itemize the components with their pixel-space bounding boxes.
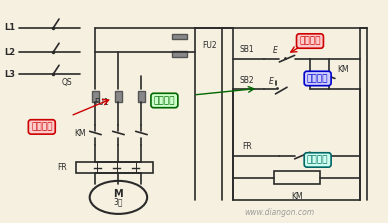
Bar xyxy=(138,91,145,102)
Text: E: E xyxy=(269,77,274,86)
Text: SB2: SB2 xyxy=(239,76,254,85)
Text: L3: L3 xyxy=(4,70,15,78)
Text: FR: FR xyxy=(57,163,67,172)
Text: L2: L2 xyxy=(4,47,15,57)
Text: FU1: FU1 xyxy=(94,98,109,107)
Text: 停止按钮: 停止按钮 xyxy=(299,37,321,45)
Text: FU2: FU2 xyxy=(203,41,217,50)
Text: L1: L1 xyxy=(4,23,15,32)
Bar xyxy=(76,162,153,173)
Bar xyxy=(114,91,122,102)
Text: 短路保护: 短路保护 xyxy=(31,122,52,131)
Text: KM: KM xyxy=(337,65,348,74)
Text: QS: QS xyxy=(61,78,72,87)
Text: 起动按钮: 起动按钮 xyxy=(154,96,175,105)
Text: 自锁触头: 自锁触头 xyxy=(307,74,328,83)
Text: KM: KM xyxy=(74,129,86,138)
Text: E: E xyxy=(273,46,278,55)
Text: 3～: 3～ xyxy=(114,197,123,206)
Bar xyxy=(172,34,187,39)
Text: www.diangon.com: www.diangon.com xyxy=(244,208,314,217)
Text: FR: FR xyxy=(242,142,252,151)
Bar xyxy=(92,91,99,102)
Text: KM: KM xyxy=(291,192,302,201)
Text: SB1: SB1 xyxy=(239,45,254,54)
Bar xyxy=(274,171,320,184)
Bar xyxy=(172,52,187,57)
Text: 过载保护: 过载保护 xyxy=(307,155,328,164)
Text: M: M xyxy=(114,189,123,199)
